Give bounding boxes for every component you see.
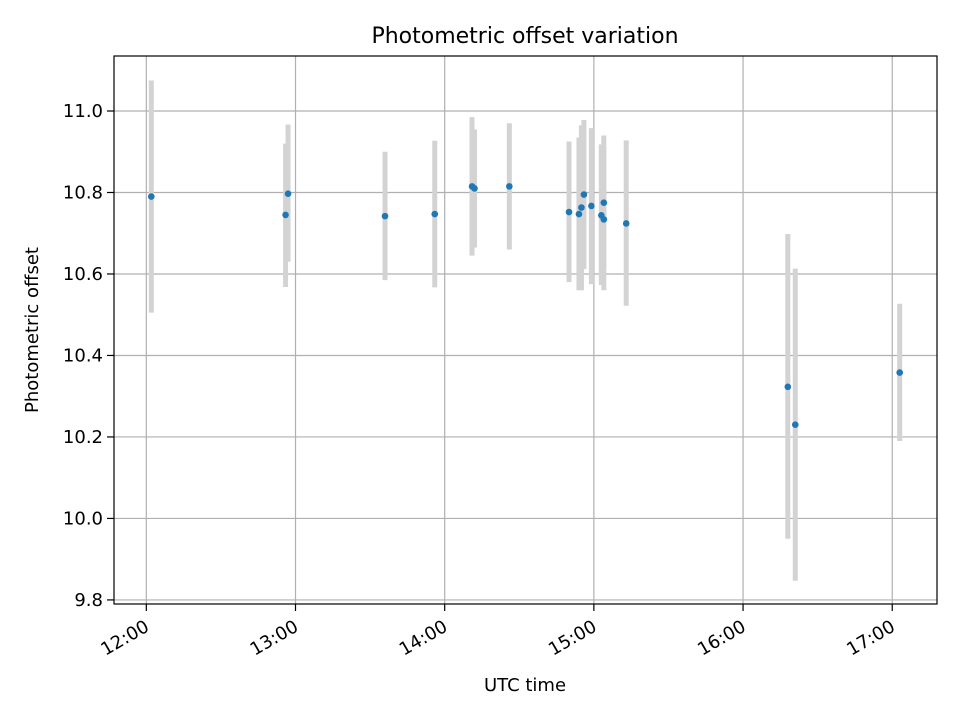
data-points [147,183,904,429]
y-tick-label: 10.4 [63,345,103,366]
data-point [578,204,585,211]
chart-title: Photometric offset variation [371,24,678,49]
data-point [784,383,792,391]
data-point [791,421,799,429]
data-point [471,185,478,192]
grid [114,56,937,604]
data-point [381,212,389,220]
plot-background [114,56,937,604]
data-point [431,210,439,218]
y-axis-label: Photometric offset [22,247,43,413]
y-tick-label: 10.0 [63,508,103,529]
y-tick-label: 10.2 [63,427,103,448]
y-tick-label: 10.8 [63,182,103,203]
data-point [622,220,630,227]
data-point [580,191,588,198]
data-point [600,216,608,223]
data-point [147,193,155,200]
y-tick-label: 11.0 [63,101,103,122]
y-tick-label: 9.8 [74,590,103,611]
data-point [565,208,573,216]
y-axis-ticks: 9.8 10.0 10.2 10.4 10.6 10.8 11.0 [63,101,114,611]
data-point [600,199,608,206]
data-point [282,211,289,219]
data-point [588,202,595,210]
data-point [896,369,904,376]
x-axis-label: UTC time [484,675,566,696]
data-point [284,190,292,198]
plot-frame [113,55,938,605]
y-tick-label: 10.6 [63,264,103,285]
data-point [506,183,513,190]
data-point [575,210,583,218]
